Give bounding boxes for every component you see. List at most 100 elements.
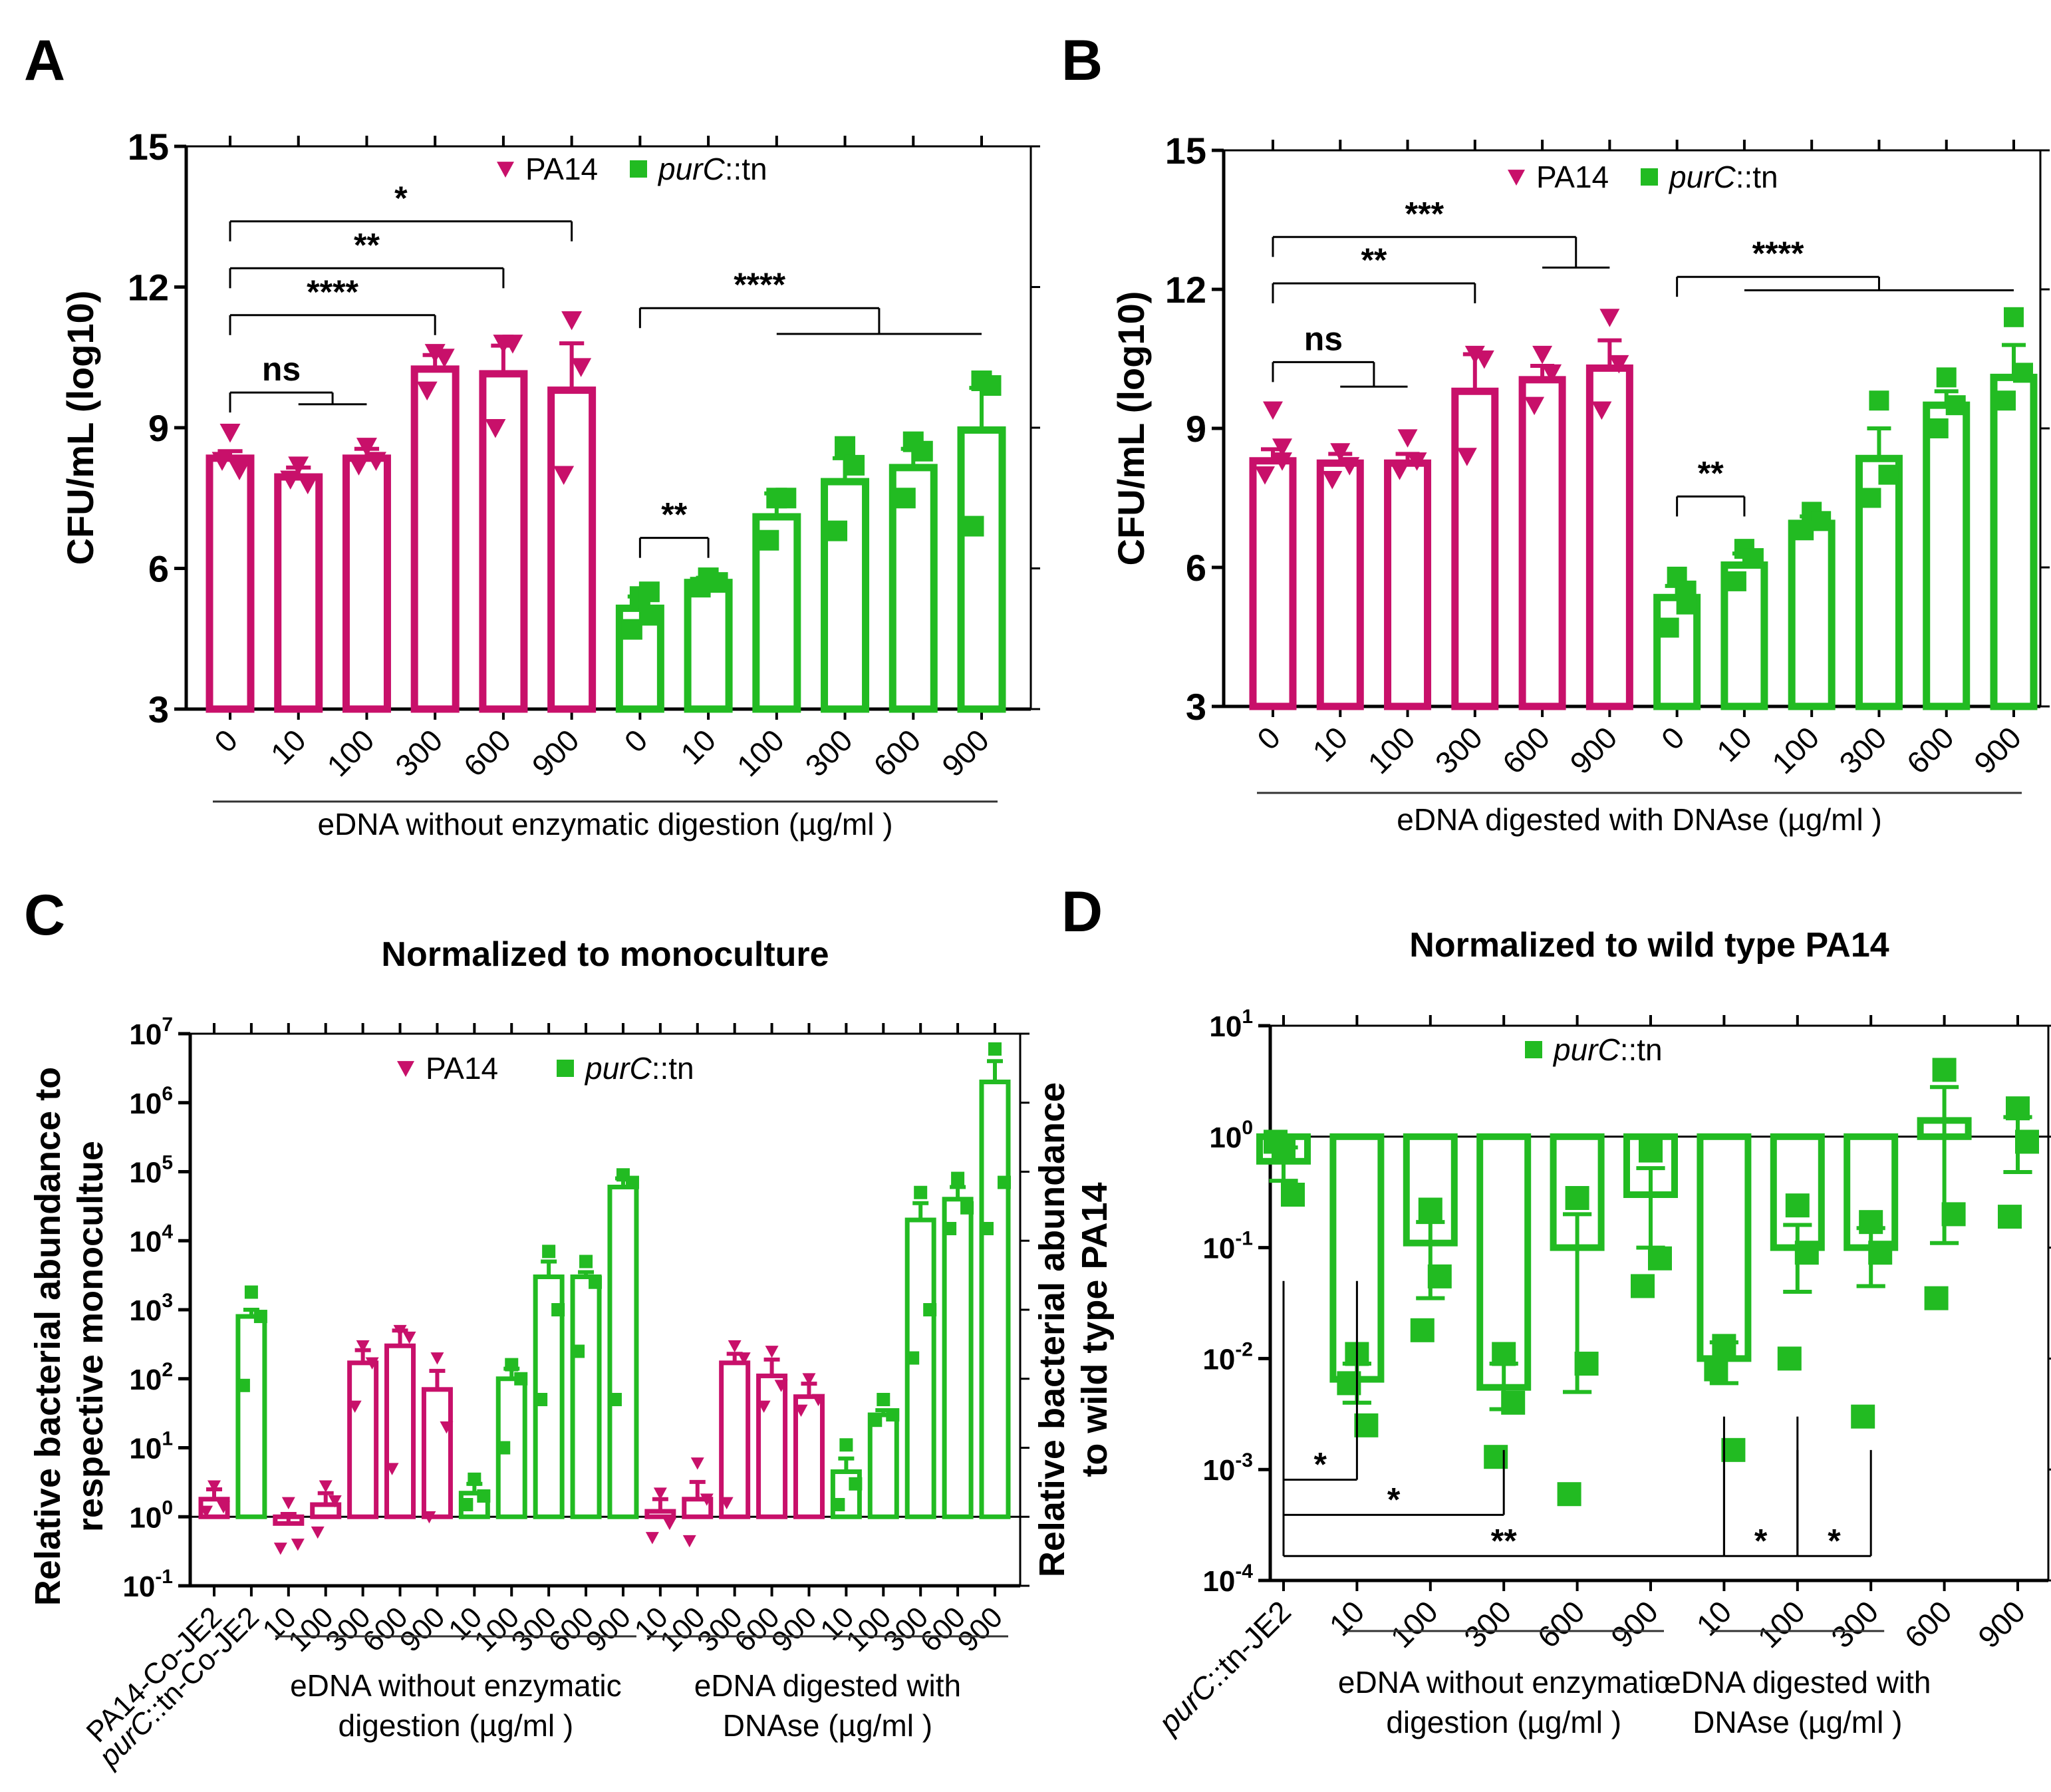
data-point-triangle bbox=[348, 1400, 362, 1414]
data-point-square bbox=[460, 1497, 474, 1511]
bar bbox=[793, 1394, 825, 1519]
data-point-triangle bbox=[757, 1400, 771, 1414]
y-tick-base: 10 bbox=[129, 1157, 162, 1189]
significance-brackets: ns*********** bbox=[1272, 195, 2014, 517]
data-point-square bbox=[542, 1245, 556, 1259]
data-point-triangle bbox=[700, 1493, 714, 1506]
bar bbox=[979, 1080, 1011, 1519]
data-point-square bbox=[839, 1438, 853, 1452]
data-point-square bbox=[1726, 571, 1746, 591]
bars bbox=[1249, 307, 2038, 710]
x-tick-label-rest: ::tn-JE2 bbox=[1198, 1594, 1298, 1693]
data-point-triangle bbox=[348, 456, 369, 476]
data-point-triangle bbox=[774, 1380, 788, 1392]
y-tick-exponent: 2 bbox=[162, 1359, 173, 1381]
data-point-square bbox=[1794, 1241, 1819, 1265]
data-point-triangle bbox=[1474, 350, 1494, 369]
panel-letter: D bbox=[1061, 880, 1103, 944]
y-tick-label: 12 bbox=[1165, 269, 1206, 311]
data-point-square bbox=[630, 160, 647, 178]
data-point-triangle bbox=[765, 1346, 779, 1358]
data-point-square bbox=[477, 1489, 491, 1503]
group-label: eDNA digested with DNAse (µg/ml ) bbox=[1397, 802, 1882, 837]
data-point-square bbox=[1648, 1246, 1672, 1270]
y-tick-base: 10 bbox=[1209, 1010, 1242, 1043]
legend-label-italic: purC bbox=[657, 152, 725, 186]
data-point-square bbox=[1712, 1334, 1736, 1358]
bar bbox=[644, 1509, 676, 1519]
bar bbox=[942, 1197, 974, 1519]
data-point-square bbox=[923, 1303, 937, 1316]
data-point-square bbox=[1928, 418, 1949, 438]
x-tick-label: 10 bbox=[1323, 1594, 1371, 1642]
significance-label: **** bbox=[1752, 235, 1804, 272]
y-tick-exponent: 1 bbox=[162, 1428, 173, 1450]
x-tick-label: 10 bbox=[1710, 720, 1758, 768]
data-point-triangle bbox=[1456, 448, 1477, 466]
data-point-triangle bbox=[200, 1505, 213, 1519]
legend-label-rest: ::tn bbox=[725, 152, 767, 186]
y-axis-label: to wild type PA14 bbox=[1075, 1182, 1115, 1477]
data-point-triangle bbox=[653, 1487, 667, 1500]
y-tick-exponent: -3 bbox=[1235, 1449, 1253, 1471]
legend-label: purC::tn bbox=[657, 152, 767, 186]
y-tick-exponent: 3 bbox=[162, 1290, 173, 1312]
data-point-square bbox=[1941, 1202, 1966, 1227]
data-point-triangle bbox=[1508, 170, 1525, 186]
panel-letter: C bbox=[24, 883, 65, 947]
y-tick-base: 10 bbox=[1209, 1121, 1242, 1154]
x-tick-label: 600 bbox=[1531, 1594, 1591, 1654]
bar bbox=[1923, 401, 1971, 710]
significance-label: ns bbox=[262, 351, 301, 388]
x-tick-label: 300 bbox=[1429, 720, 1489, 780]
bar bbox=[904, 1217, 936, 1519]
panel-letter: A bbox=[24, 29, 65, 92]
y-tick-exponent: -4 bbox=[1235, 1561, 1253, 1582]
bars bbox=[205, 311, 1006, 713]
x-tick-label: 0 bbox=[618, 722, 654, 759]
x-tick-label: 10 bbox=[1690, 1594, 1738, 1642]
data-point-square bbox=[1659, 617, 1679, 638]
y-tick-exponent: -1 bbox=[155, 1566, 173, 1588]
y-tick-label: 9 bbox=[1186, 408, 1206, 450]
y-tick-label: 3 bbox=[1186, 686, 1206, 728]
significance-label: * bbox=[1313, 1445, 1327, 1483]
x-tick-label: 0 bbox=[1655, 720, 1691, 756]
data-point-square bbox=[1743, 548, 1764, 569]
data-point-square bbox=[963, 516, 984, 537]
data-point-triangle bbox=[217, 1501, 230, 1514]
data-point-triangle bbox=[356, 1340, 370, 1353]
y-tick-label: 15 bbox=[1165, 130, 1206, 172]
bar bbox=[274, 473, 323, 713]
x-tick-label: 600 bbox=[867, 722, 927, 783]
legend-label: purC::tn bbox=[1552, 1032, 1663, 1067]
data-point-triangle bbox=[1609, 355, 1629, 374]
data-point-square bbox=[775, 488, 797, 509]
data-point-triangle bbox=[297, 475, 319, 495]
data-point-square bbox=[912, 440, 933, 462]
data-point-square bbox=[1996, 390, 2016, 411]
data-point-square bbox=[1676, 580, 1697, 601]
chart-title: Normalized to monoculture bbox=[381, 935, 829, 974]
data-point-triangle bbox=[571, 358, 592, 377]
x-tick-label: 900 bbox=[1971, 1594, 2032, 1654]
y-tick-exponent: 0 bbox=[162, 1497, 173, 1519]
data-point-square bbox=[844, 454, 865, 476]
data-point-square bbox=[980, 1221, 994, 1235]
bar bbox=[342, 454, 391, 713]
x-tick-label: 600 bbox=[457, 722, 517, 783]
y-tick-base: 10 bbox=[129, 1088, 162, 1120]
data-point-square bbox=[1868, 1241, 1893, 1265]
bar bbox=[421, 1387, 453, 1519]
x-tick-label: 300 bbox=[1832, 720, 1893, 780]
data-point-square bbox=[1721, 1437, 1746, 1462]
significance-label: * bbox=[1828, 1522, 1841, 1559]
data-point-square bbox=[1878, 464, 1899, 485]
x-tick-label: 900 bbox=[525, 722, 586, 783]
x-tick-label: 600 bbox=[1496, 720, 1556, 780]
data-point-square bbox=[1859, 1210, 1883, 1235]
x-tick-label: 100 bbox=[1384, 1594, 1444, 1654]
data-point-square bbox=[1704, 1357, 1728, 1382]
data-point-square bbox=[638, 581, 660, 603]
data-point-triangle bbox=[1322, 471, 1343, 490]
